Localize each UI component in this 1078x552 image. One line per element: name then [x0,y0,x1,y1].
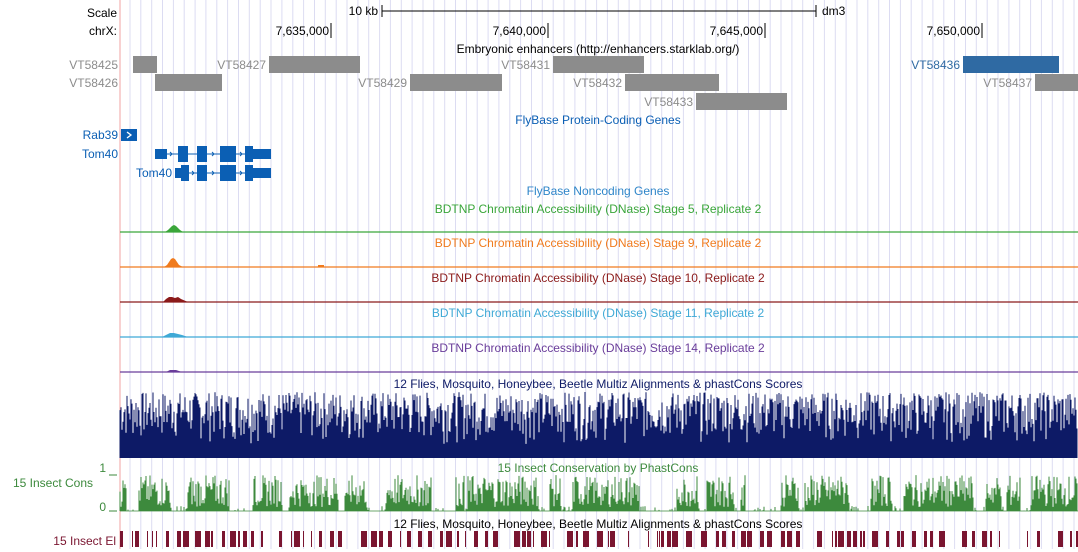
protein-coding-genes-track[interactable]: FlyBase Protein-Coding Genes Rab39 Tom40… [82,113,681,181]
dnase-track-title: BDTNP Chromatin Accessibility (DNase) St… [431,341,765,355]
enhancers-track[interactable]: Embryonic enhancers (http://enhancers.st… [69,42,1078,110]
phastcons-signal [119,475,1078,512]
position-tick-label: 7,640,000 [493,24,547,38]
enhancer-feature[interactable] [553,56,644,73]
enhancer-label[interactable]: VT58425 [69,58,118,72]
multiz-signal [119,392,1078,458]
assembly-label: dm3 [822,4,846,18]
phastcons-side-label[interactable]: 15 Insect Cons [13,476,93,490]
enhancer-feature-highlighted[interactable] [963,56,1059,73]
dnase-stage10-track[interactable]: BDTNP Chromatin Accessibility (DNase) St… [120,271,1078,303]
scale-bar-value: 10 kb [349,4,379,18]
noncoding-track-title[interactable]: FlyBase Noncoding Genes [527,184,670,198]
elements-side-label[interactable]: 15 Insect El [53,534,116,548]
enhancer-feature[interactable] [133,56,157,73]
enhancer-label[interactable]: VT58429 [358,76,407,90]
enhancer-feature[interactable] [269,56,360,73]
conserved-element-blocks [120,531,1078,547]
dnase-stage5-track[interactable]: BDTNP Chromatin Accessibility (DNase) St… [120,202,1078,233]
position-tick-label: 7,650,000 [927,24,981,38]
enhancer-feature[interactable] [625,74,719,91]
enhancer-label[interactable]: VT58436 [911,58,960,72]
dnase-track-title: BDTNP Chromatin Accessibility (DNase) St… [432,306,765,320]
protein-coding-track-title: FlyBase Protein-Coding Genes [515,113,680,127]
enhancer-feature[interactable] [1035,74,1078,91]
gene-label-tom40[interactable]: Tom40 [82,147,118,161]
multiz-track[interactable]: 12 Flies, Mosquito, Honeybee, Beetle Mul… [119,377,1078,458]
position-tick-label: 7,635,000 [276,24,330,38]
elements-track-title: 12 Flies, Mosquito, Honeybee, Beetle Mul… [394,517,803,531]
dnase-track-title: BDTNP Chromatin Accessibility (DNase) St… [435,202,762,216]
dnase-stage14-track[interactable]: BDTNP Chromatin Accessibility (DNase) St… [120,341,1078,373]
position-tick-label: 7,645,000 [710,24,764,38]
gene-tom40-b[interactable] [175,165,271,181]
enhancer-label[interactable]: VT58437 [983,76,1032,90]
position-ruler[interactable]: 7,635,000 7,640,000 7,645,000 7,650,000 [276,23,983,38]
dnase-stage11-track[interactable]: BDTNP Chromatin Accessibility (DNase) St… [120,306,1078,338]
chrom-label: chrX: [89,24,117,38]
enhancers-track-title: Embryonic enhancers (http://enhancers.st… [457,42,740,56]
enhancer-label[interactable]: VT58426 [69,76,118,90]
scale-label: Scale [87,6,117,20]
enhancer-label[interactable]: VT58432 [573,76,622,90]
multiz-track-title: 12 Flies, Mosquito, Honeybee, Beetle Mul… [394,377,803,391]
enhancer-feature[interactable] [155,74,222,91]
dnase-stage9-track[interactable]: BDTNP Chromatin Accessibility (DNase) St… [120,236,1078,268]
gene-rab39[interactable] [121,129,137,141]
dnase-track-title: BDTNP Chromatin Accessibility (DNase) St… [435,236,762,250]
gene-tom40-a[interactable] [155,146,271,162]
phastcons-axis-min: 0 [99,500,106,514]
phastcons-track[interactable]: 15 Insect Conservation by PhastCons 15 I… [13,461,1078,514]
phastcons-axis-max: 1 [99,461,106,475]
enhancer-label[interactable]: VT58427 [217,58,266,72]
enhancer-feature[interactable] [696,93,787,110]
conserved-elements-track[interactable]: 12 Flies, Mosquito, Honeybee, Beetle Mul… [53,517,1078,548]
gene-label-rab39[interactable]: Rab39 [83,128,119,142]
enhancer-label[interactable]: VT58433 [644,95,693,109]
gene-label-tom40-alt[interactable]: Tom40 [136,166,172,180]
phastcons-track-title: 15 Insect Conservation by PhastCons [498,461,699,475]
strand-arrow-icon [126,131,133,139]
enhancer-label[interactable]: VT58431 [501,58,550,72]
dnase-track-title: BDTNP Chromatin Accessibility (DNase) St… [431,271,765,285]
enhancer-feature[interactable] [410,74,502,91]
